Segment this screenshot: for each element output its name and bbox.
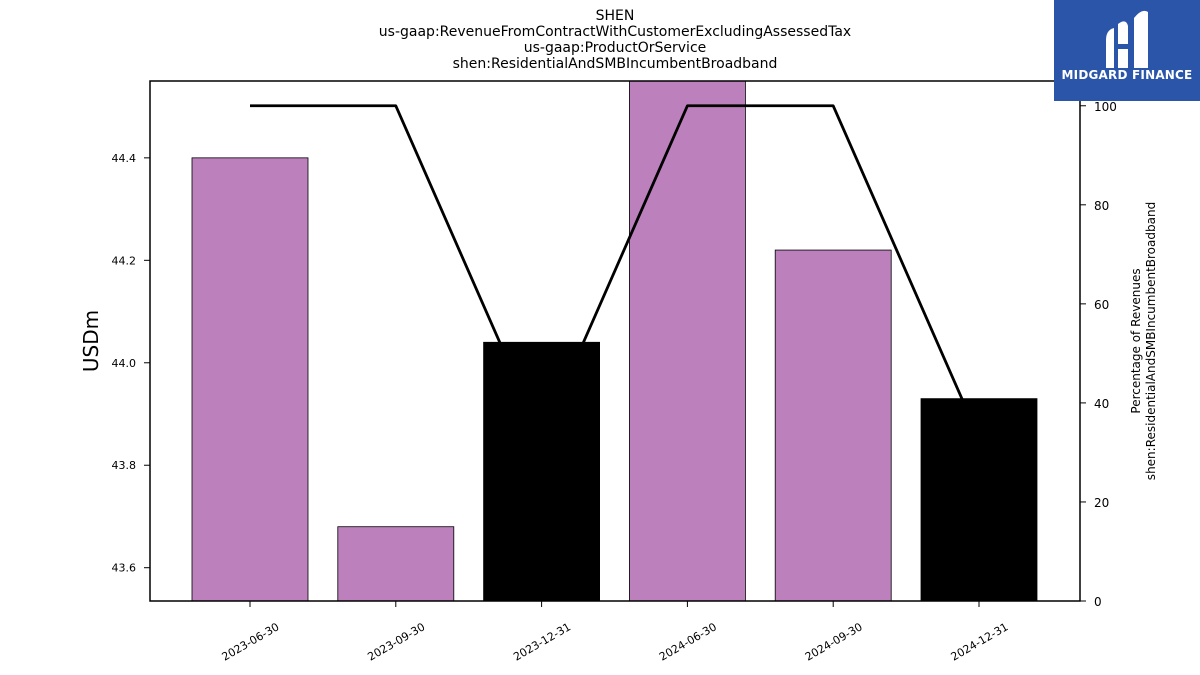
bar-2023-09-30 [337,526,455,602]
bar-2024-06-30 [629,80,746,602]
x-tick-label: 2024-09-30 [803,620,865,663]
title-line-3: us-gaap:ProductOrService [524,40,707,56]
title-line-1: SHEN [596,8,635,24]
bar-2023-12-31 [483,341,601,602]
x-tick-label: 2023-06-30 [220,620,282,663]
title-line-4: shen:ResidentialAndSMBIncumbentBroadband [453,56,778,72]
bar-2024-09-30 [774,249,892,602]
plot-frame [149,80,1081,602]
y-axis-label: USDm [79,310,103,372]
y2-tick-label: 40 [1094,397,1109,411]
x-tick-label: 2023-12-31 [511,620,573,663]
y-tick-label: 44.0 [112,357,137,370]
y2-axis-label-line-1: Percentage of Revenues [1129,268,1143,413]
logo-mark-icon [1106,10,1148,68]
y-axis-right: 0 20 40 60 80 100 [1080,100,1117,609]
x-tick-label: 2024-12-31 [949,620,1011,663]
x-tick-label: 2024-06-30 [657,620,719,663]
y-tick-label: 43.8 [112,459,137,472]
y-tick-label: 44.2 [112,254,137,267]
y2-tick-label: 60 [1094,298,1109,312]
bars [191,80,1038,602]
title-line-2: us-gaap:RevenueFromContractWithCustomerE… [379,24,851,40]
percentage-line [250,104,981,439]
y2-tick-label: 80 [1094,199,1109,213]
y2-axis-label-line-2: shen:ResidentialAndSMBIncumbentBroadband [1144,202,1158,480]
y-axis-left: 43.6 43.8 44.0 44.2 44.4 [112,152,150,575]
y2-tick-label: 0 [1094,595,1102,609]
midgard-finance-logo: MIDGARD FINANCE [1054,0,1200,101]
x-axis: 2023-06-30 2023-09-30 2023-12-31 2024-06-30… [220,601,1011,664]
bar-2024-12-31 [920,398,1038,602]
line-series [250,104,981,439]
y-tick-label: 43.6 [112,562,137,575]
y-tick-label: 44.4 [112,152,137,165]
y2-tick-label: 20 [1094,496,1109,510]
chart-title: SHEN us-gaap:RevenueFromContractWithCust… [379,8,851,72]
bar-2023-06-30 [191,157,309,602]
y2-tick-label: 100 [1094,100,1117,114]
logo-text: MIDGARD FINANCE [1061,68,1193,82]
x-tick-label: 2023-09-30 [365,620,427,663]
